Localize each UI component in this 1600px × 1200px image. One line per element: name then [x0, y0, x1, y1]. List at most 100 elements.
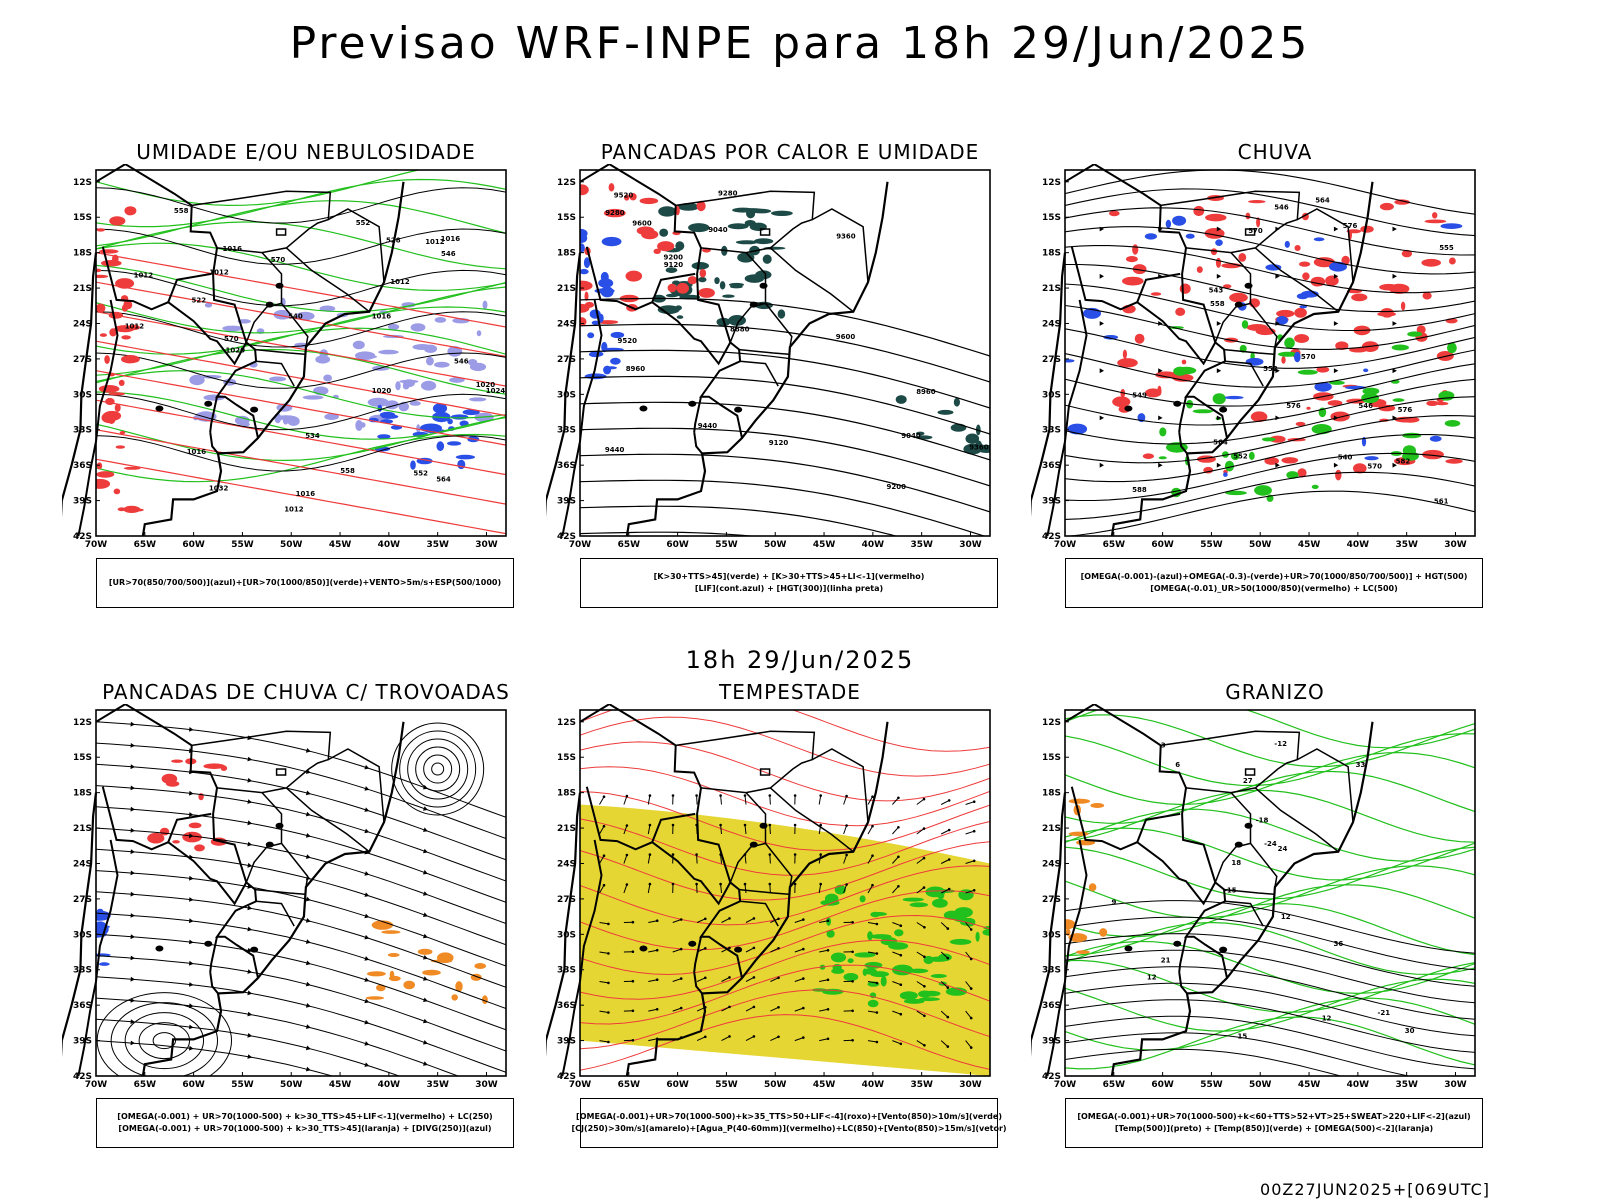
lat-tick-label: 12S — [73, 718, 92, 728]
lat-tick-label: 39S — [73, 497, 92, 507]
lat-tick-label: 18S — [557, 789, 576, 799]
lat-tick-label: 42S — [1042, 532, 1061, 542]
contour-label: 552 — [356, 219, 371, 227]
contour-label: 9520 — [614, 192, 634, 200]
legend-line: [CJ(250)>30m/s](amarelo)+[Agua_P(40-60mm… — [571, 1124, 1007, 1133]
lat-tick-label: 36S — [73, 1001, 92, 1011]
lon-tick-label: 50W — [280, 1080, 303, 1090]
lon-tick-label: 30W — [959, 1080, 982, 1090]
contour-label: 9360 — [969, 444, 989, 452]
lon-tick-label: 30W — [475, 540, 498, 550]
legend-line: [OMEGA(-0.001) + UR>70(1000-500) + k>30_… — [118, 1124, 492, 1133]
contour-label: 570 — [224, 335, 239, 343]
lat-tick-label: 42S — [557, 532, 576, 542]
lon-tick-label: 35W — [1395, 540, 1418, 550]
lon-tick-label: 35W — [910, 1080, 933, 1090]
map-outlines — [62, 164, 405, 537]
lon-tick-label: 45W — [813, 540, 836, 550]
contour-label: -21 — [1378, 1009, 1391, 1017]
contour-label: 8960 — [626, 365, 646, 373]
legend-line: [OMEGA(-0.01)_UR>50(1000/850)(vermelho) … — [1150, 584, 1398, 593]
legend-box: [OMEGA(-0.001) + UR>70(1000-500) + k>30_… — [96, 1098, 514, 1148]
lat-tick-label: 12S — [557, 718, 576, 728]
lat-tick-label: 30S — [1042, 930, 1061, 940]
contour-label: 576 — [1343, 222, 1358, 230]
lat-tick-label: 15S — [1042, 213, 1061, 223]
lat-tick-label: 30S — [73, 390, 92, 400]
contour-label: 582 — [1396, 457, 1411, 465]
contour-label: -24 — [1264, 840, 1277, 848]
contour-label: 564 — [1213, 439, 1228, 447]
lat-tick-label: 33S — [557, 966, 576, 976]
lon-tick-label: 70W — [85, 540, 108, 550]
lon-tick-label: 45W — [329, 1080, 352, 1090]
contour-label: 576 — [1398, 406, 1413, 414]
lon-tick-label: 65W — [618, 540, 641, 550]
lon-tick-label: 35W — [910, 540, 933, 550]
contour-label: 9040 — [901, 432, 921, 440]
lon-tick-label: 50W — [1249, 1080, 1272, 1090]
lat-tick-label: 36S — [557, 1001, 576, 1011]
lon-tick-label: 30W — [475, 1080, 498, 1090]
lon-tick-label: 60W — [182, 1080, 205, 1090]
lon-tick-label: 65W — [1103, 1080, 1126, 1090]
legend-line: [UR>70(850/700/500)](azul)+[UR>70(1000/8… — [108, 578, 502, 587]
contour-label: 8960 — [916, 388, 936, 396]
lat-tick-label: 33S — [73, 426, 92, 436]
contour-label: 534 — [305, 432, 320, 440]
lat-tick-label: 12S — [1042, 178, 1061, 188]
contour-label: 8880 — [730, 326, 750, 334]
lat-tick-label: 27S — [73, 355, 92, 365]
lat-tick-label: 24S — [557, 319, 576, 329]
contour-label: 1016 — [372, 313, 392, 321]
contour-label: 9520 — [618, 337, 638, 345]
contour-label: 570 — [271, 256, 286, 264]
contour-label: 1024 — [486, 387, 506, 395]
lat-tick-label: 18S — [73, 789, 92, 799]
lat-tick-label: 15S — [557, 213, 576, 223]
lon-tick-label: 50W — [764, 1080, 787, 1090]
legend-line: [Temp(500)](preto) + [Temp(850)](verde) … — [1114, 1124, 1434, 1133]
contour-label: 588 — [1132, 486, 1147, 494]
lon-tick-label: 35W — [426, 540, 449, 550]
contour-label: 9040 — [708, 226, 728, 234]
lat-tick-label: 21S — [1042, 284, 1061, 294]
contour-label: 546 — [1358, 402, 1373, 410]
contour-label: 552 — [1263, 365, 1278, 373]
lon-tick-label: 65W — [1103, 540, 1126, 550]
contour-label: 9360 — [836, 233, 856, 241]
lat-tick-label: 18S — [557, 249, 576, 259]
weather-map: 9600 9520 9600 9440 9360 9520 9440 9360 9280 9200… — [546, 164, 991, 550]
lat-tick-label: 30S — [73, 930, 92, 940]
lon-tick-label: 40W — [378, 540, 401, 550]
contour-label: 546 — [454, 358, 469, 366]
lon-tick-label: 50W — [1249, 540, 1272, 550]
lon-tick-label: 70W — [569, 1080, 592, 1090]
contour-label: 12 — [1147, 974, 1157, 982]
contour-label: 1012 — [390, 278, 410, 286]
contour-label: 1012 — [284, 506, 304, 514]
lon-tick-label: 45W — [329, 540, 352, 550]
lon-tick-label: 45W — [1298, 1080, 1321, 1090]
map-outlines — [1031, 164, 1374, 537]
lat-tick-label: 24S — [73, 319, 92, 329]
panel-title: PANCADAS POR CALOR E UMIDADE — [600, 140, 980, 164]
lat-tick-label: 21S — [73, 824, 92, 834]
lat-tick-label: 21S — [1042, 824, 1061, 834]
legend-line: [LIF](cont.azul) + [HGT(300)](linha pret… — [694, 584, 884, 593]
contour-label: 21 — [1161, 957, 1171, 965]
lon-tick-label: 40W — [862, 540, 885, 550]
lon-tick-label: 40W — [1347, 1080, 1370, 1090]
lat-tick-label: 18S — [73, 249, 92, 259]
contour-label: 576 — [1286, 402, 1301, 410]
contour-label: 1012 — [134, 272, 154, 280]
lon-tick-label: 70W — [1054, 540, 1077, 550]
lat-tick-label: 36S — [73, 461, 92, 471]
lat-tick-label: 24S — [1042, 319, 1061, 329]
contour-label: 1016 — [187, 448, 207, 456]
contour-label: 15 — [1238, 1033, 1248, 1041]
lat-tick-label: 12S — [1042, 718, 1061, 728]
lat-tick-label: 36S — [1042, 461, 1061, 471]
legend-line: [OMEGA(-0.001)+UR>70(1000-500)+k>35_TTS>… — [576, 1112, 1002, 1121]
